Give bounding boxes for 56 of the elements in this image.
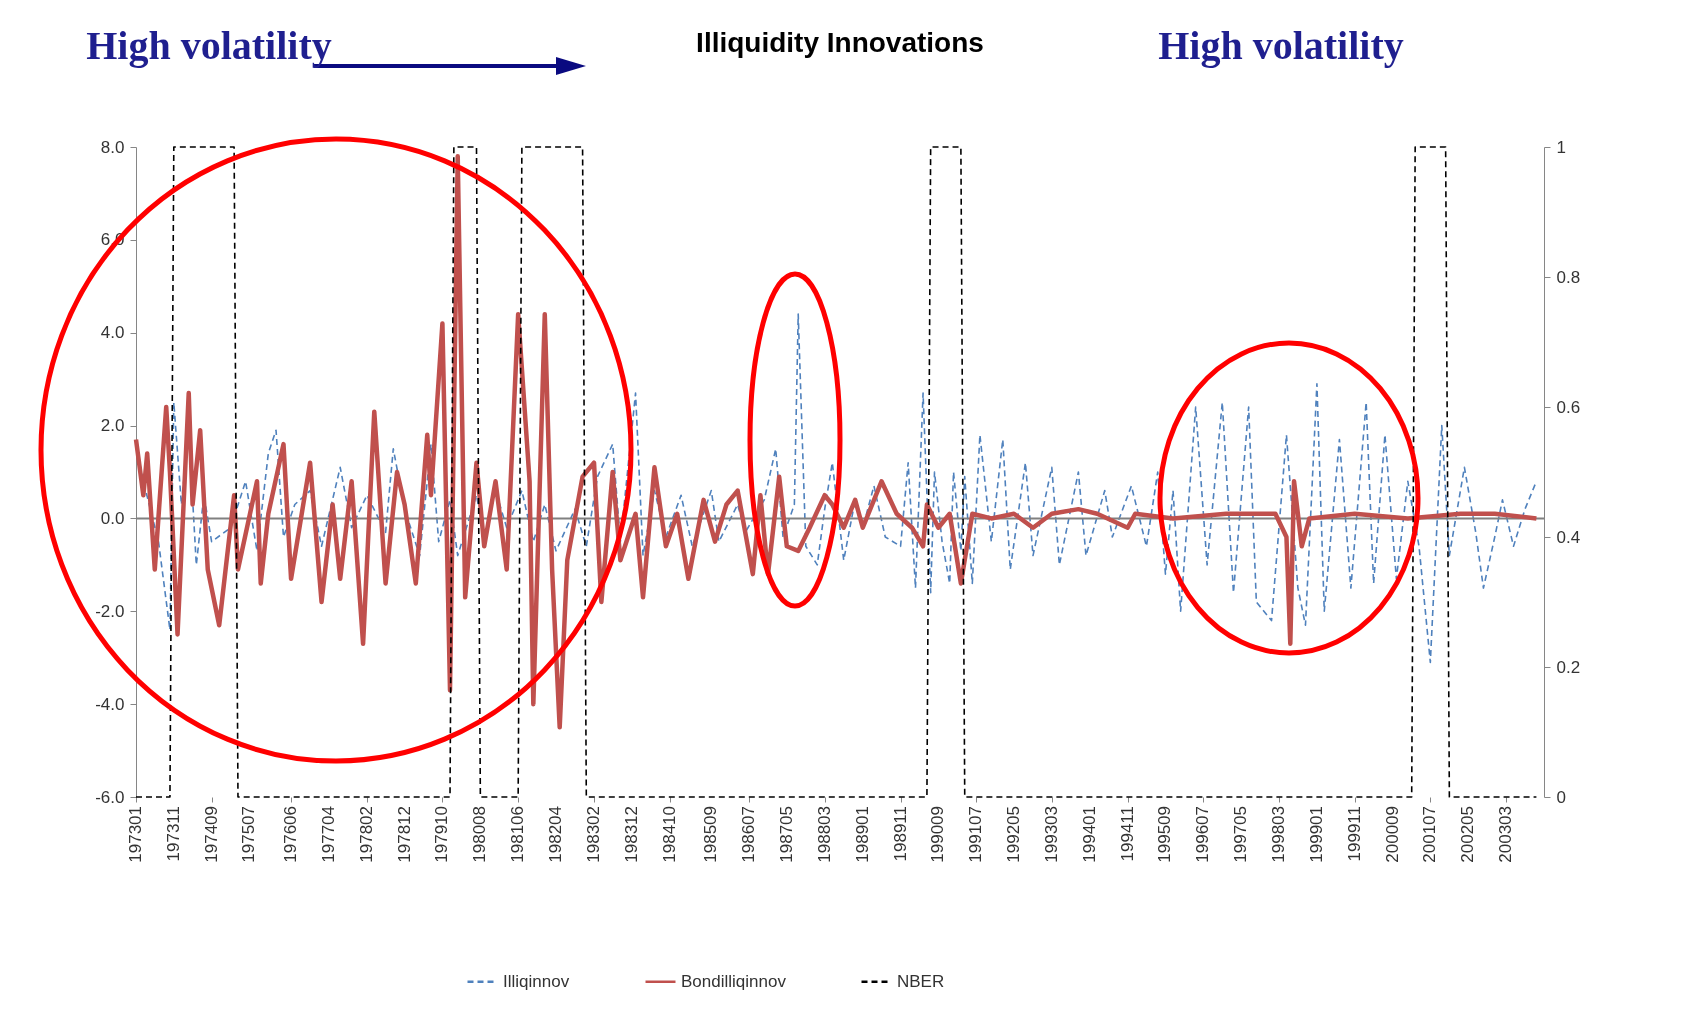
y2-tick-label: 0.2 bbox=[1556, 657, 1581, 677]
legend-label: Illiqinnov bbox=[503, 971, 570, 991]
x-tick-label: 200107 bbox=[1420, 806, 1440, 863]
y2-tick-label: 1 bbox=[1556, 137, 1566, 157]
x-tick-label: 197812 bbox=[394, 806, 414, 863]
text: High volatility bbox=[1157, 22, 1405, 70]
y-tick-label: 4.0 bbox=[100, 323, 125, 343]
x-tick-label: 197409 bbox=[201, 806, 221, 863]
x-tick-label: 199303 bbox=[1041, 806, 1061, 863]
x-tick-label: 199009 bbox=[928, 806, 948, 863]
chart-title: Illiquidity Innovations bbox=[696, 27, 984, 58]
x-tick-label: 200205 bbox=[1458, 806, 1478, 863]
x-tick-label: 199705 bbox=[1231, 806, 1251, 863]
x-tick-label: 199401 bbox=[1079, 806, 1099, 863]
x-tick-label: 198803 bbox=[814, 806, 834, 863]
y2-tick-label: 0.6 bbox=[1556, 397, 1581, 417]
x-tick-label: 198410 bbox=[659, 806, 679, 863]
legend-label: NBER bbox=[897, 971, 945, 991]
y2-tick-label: 0.8 bbox=[1556, 267, 1581, 287]
x-tick-label: 199911 bbox=[1344, 806, 1364, 862]
x-tick-label: 200009 bbox=[1382, 806, 1402, 863]
x-tick-label: 199607 bbox=[1193, 806, 1213, 863]
x-tick-label: 199411 bbox=[1117, 806, 1137, 862]
y-tick-label: -4.0 bbox=[95, 694, 125, 714]
y-tick-label: -6.0 bbox=[95, 787, 125, 807]
x-tick-label: 199803 bbox=[1268, 806, 1288, 863]
x-tick-label: 199107 bbox=[966, 806, 986, 863]
x-tick-label: 198302 bbox=[584, 806, 604, 863]
y2-tick-label: 0 bbox=[1556, 787, 1566, 807]
x-tick-label: 197301 bbox=[126, 806, 145, 863]
x-tick-label: 199901 bbox=[1306, 806, 1326, 863]
y-tick-label: -2.0 bbox=[95, 601, 125, 621]
x-tick-label: 198607 bbox=[738, 806, 758, 863]
x-tick-label: 199205 bbox=[1003, 806, 1023, 863]
x-tick-label: 198008 bbox=[470, 806, 490, 863]
text: High volatility bbox=[85, 22, 333, 70]
x-tick-label: 198106 bbox=[508, 806, 528, 863]
x-tick-label: 197507 bbox=[239, 806, 259, 863]
x-tick-label: 198901 bbox=[852, 806, 872, 863]
x-tick-label: 199509 bbox=[1155, 806, 1175, 863]
x-tick-label: 197606 bbox=[281, 806, 301, 863]
y-tick-label: 0.0 bbox=[100, 508, 125, 528]
x-tick-label: 198705 bbox=[776, 806, 796, 863]
legend-label: Bondilliqinnov bbox=[681, 971, 787, 991]
x-tick-label: 200303 bbox=[1495, 806, 1515, 863]
x-tick-label: 198911 bbox=[890, 806, 910, 862]
y2-tick-label: 0.4 bbox=[1556, 527, 1581, 547]
y-tick-label: 8.0 bbox=[100, 137, 125, 157]
x-tick-label: 197910 bbox=[432, 806, 452, 863]
x-tick-label: 197311 bbox=[163, 806, 183, 862]
x-tick-label: 197802 bbox=[356, 806, 376, 863]
x-tick-label: 198204 bbox=[545, 806, 565, 863]
x-tick-label: 198312 bbox=[621, 806, 641, 863]
x-tick-label: 197704 bbox=[318, 806, 338, 863]
x-tick-label: 198509 bbox=[701, 806, 721, 863]
y-tick-label: 2.0 bbox=[100, 416, 125, 436]
